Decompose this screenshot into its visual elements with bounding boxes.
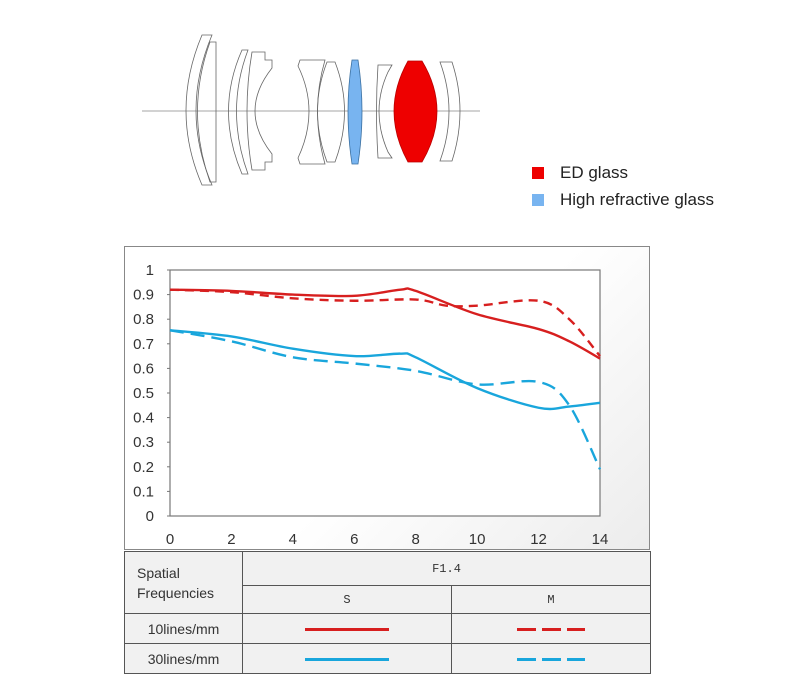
solid-blue-line-swatch: [305, 658, 389, 662]
x-tick-label: 8: [412, 531, 420, 548]
dashed-blue-line-swatch: [517, 658, 585, 662]
lens-element-10: [439, 61, 461, 162]
solid-red-line-swatch: [305, 628, 389, 632]
y-tick-label: 0: [146, 508, 154, 525]
y-tick-label: 0.1: [133, 483, 154, 500]
x-tick-label: 12: [530, 531, 547, 548]
lens-element-5: [297, 59, 326, 165]
y-tick-label: 0.3: [133, 434, 154, 451]
y-tick-label: 0.6: [133, 360, 154, 377]
y-tick-label: 0.7: [133, 336, 154, 353]
dashed-red-line-swatch: [517, 628, 585, 632]
legend-10lines-s: [242, 613, 452, 644]
meridional-column-header: M: [451, 585, 651, 614]
lens-construction-diagram: [142, 34, 480, 186]
x-tick-labels: 0 2 4 6 8 10 12 14: [166, 531, 609, 548]
high-refractive-glass-swatch-icon: [532, 194, 544, 206]
y-tick-label: 0.9: [133, 287, 154, 304]
mtf-legend-table: Spatial Frequencies F1.4 S M 10lines/mm …: [124, 551, 651, 674]
row-label-10lines: 10lines/mm: [124, 613, 243, 644]
x-tick-label: 14: [592, 531, 609, 548]
y-tick-label: 1: [146, 262, 154, 279]
row-label-30lines: 30lines/mm: [124, 643, 243, 674]
x-tick-label: 0: [166, 531, 174, 548]
series-line-10lines-mm-m: [169, 288, 601, 357]
y-tick-labels: 0 0.1 0.2 0.3 0.4 0.5 0.6 0.7 0.8 0.9 1: [133, 262, 154, 525]
x-tick-label: 6: [350, 531, 358, 548]
lens-element-1: [185, 34, 213, 186]
lens-element-4: [246, 51, 273, 171]
legend-high-refractive-glass: High refractive glass: [532, 190, 714, 210]
y-tick-label: 0.8: [133, 311, 154, 328]
legend-high-refractive-glass-label: High refractive glass: [560, 190, 715, 209]
lens-element-2: [197, 41, 217, 183]
y-tick-label: 0.5: [133, 385, 154, 402]
x-tick-label: 10: [469, 531, 486, 548]
series-line-10lines-mm-s: [169, 287, 601, 360]
legend-30lines-m: [451, 643, 651, 674]
lens-element-9-ed-glass: [393, 60, 438, 163]
mtf-chart: 0 0.1 0.2 0.3 0.4 0.5 0.6 0.7 0.8 0.9 1 0 2 4 6 8 10 12 1…: [133, 262, 609, 548]
lens-element-7-high-refractive: [347, 59, 363, 165]
sagittal-column-header: S: [242, 585, 452, 614]
legend-ed-glass-label: ED glass: [560, 163, 629, 182]
chart-axes: [167, 269, 601, 517]
lens-element-3: [228, 49, 249, 175]
x-tick-label: 4: [289, 531, 297, 548]
legend-ed-glass: ED glass: [532, 163, 628, 183]
y-tick-label: 0.2: [133, 459, 154, 476]
aperture-header: F1.4: [242, 551, 651, 586]
table-row: 30lines/mm: [124, 643, 651, 674]
lens-element-8: [376, 64, 393, 159]
y-tick-label: 0.4: [133, 410, 154, 427]
x-tick-label: 2: [227, 531, 235, 548]
spatial-frequencies-header: Spatial Frequencies: [124, 551, 243, 614]
legend-30lines-s: [242, 643, 452, 674]
legend-10lines-m: [451, 613, 651, 644]
lens-element-6: [317, 61, 345, 163]
plot-area: [169, 269, 601, 517]
series-line-30lines-mm-s: [169, 329, 601, 411]
table-row: 10lines/mm: [124, 613, 651, 644]
series-line-30lines-mm-m: [169, 329, 602, 470]
chart-series: [169, 287, 602, 470]
ed-glass-swatch-icon: [532, 167, 544, 179]
